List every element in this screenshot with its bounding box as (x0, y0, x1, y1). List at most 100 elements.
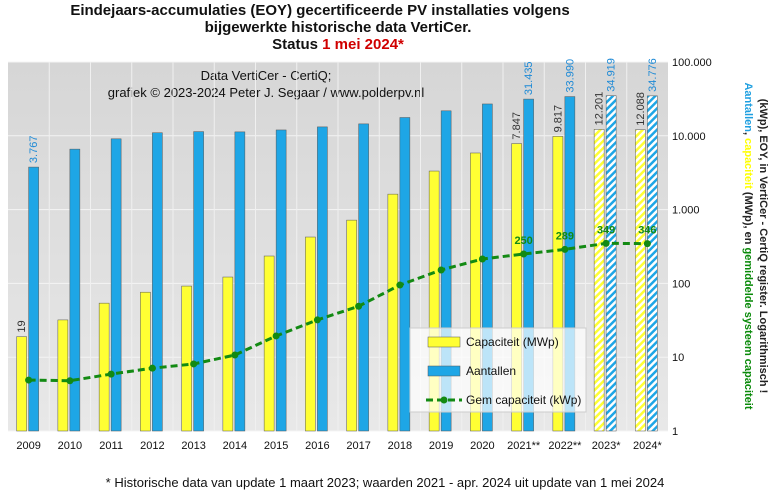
x-tick-label: 2023* (592, 440, 621, 452)
x-tick-label: 2021** (507, 440, 541, 452)
data-label: 33.990 (564, 59, 576, 93)
line-point (190, 360, 198, 368)
data-label: 12.088 (635, 92, 647, 126)
x-tick-label: 2012 (140, 440, 164, 452)
data-label: 7.847 (511, 112, 523, 140)
line-point (478, 255, 486, 263)
chart-title: bijgewerkte historische data VertiCer. (205, 19, 472, 36)
bar (428, 170, 440, 432)
chart-title: Eindejaars-accumulaties (EOY) gecertific… (70, 2, 569, 19)
legend-label: Gem capaciteit (kWp) (466, 393, 581, 407)
bar (263, 255, 275, 432)
legend-swatch (427, 336, 461, 348)
data-label: 19 (16, 320, 28, 332)
data-label: 9.817 (552, 105, 564, 133)
bar (470, 152, 481, 432)
x-tick-label: 2018 (388, 440, 412, 452)
bar (647, 95, 658, 432)
bar (317, 126, 328, 432)
data-label: 289 (556, 230, 574, 242)
line-point (148, 364, 156, 372)
bar (16, 336, 27, 432)
bar (140, 291, 151, 432)
y-tick-label: 10 (672, 352, 684, 364)
data-label: 34.776 (647, 58, 659, 92)
status-prefix: Status (272, 36, 318, 53)
line (28, 241, 648, 383)
annotation: grafiek © 2023-2024 Peter J. Segaar / ww… (108, 85, 425, 100)
bar (387, 193, 399, 432)
bar (399, 117, 411, 432)
annotation: Data VertiCer - CertiQ; (201, 68, 332, 83)
y-axis-label-part: gemiddelde systeem capaciteit (742, 248, 754, 410)
line-point (643, 240, 651, 248)
y-tick-label: 1.000 (672, 205, 700, 217)
bar (222, 276, 234, 432)
y-tick-label: 100 (672, 278, 690, 290)
line-point (602, 239, 610, 247)
bar (69, 148, 81, 432)
bar (635, 129, 646, 432)
bar (305, 236, 316, 432)
bar (234, 131, 246, 432)
bar (564, 96, 576, 432)
y-axis-label-part: Aantallen (742, 82, 754, 132)
line-point (520, 250, 528, 258)
bar (593, 129, 605, 432)
line-point (437, 266, 445, 274)
data-label: 349 (597, 224, 615, 236)
x-tick-label: 2014 (223, 440, 247, 452)
legend-label: Aantallen (466, 364, 516, 378)
x-tick-label: 2009 (16, 440, 40, 452)
line-point (561, 245, 569, 253)
data-label: 34.919 (606, 58, 618, 92)
line-point (66, 377, 74, 385)
data-label: 250 (514, 235, 532, 247)
x-tick-label: 2017 (346, 440, 370, 452)
bar (358, 123, 369, 432)
bar (523, 98, 534, 432)
bar (482, 103, 493, 432)
status: Status 1 mei 2024* (272, 36, 404, 53)
x-tick-label: 2015 (264, 440, 288, 452)
legend-swatch (427, 365, 461, 377)
line-point (107, 370, 115, 378)
bar (346, 219, 357, 432)
y-axis-label: Aantallen, capaciteit (MWp), en gemiddel… (742, 82, 754, 409)
bar (57, 319, 69, 432)
y-axis-label-part: (kWp), EOY, in VertiCer - CertiQ registe… (757, 99, 769, 394)
legend-swatch (440, 396, 448, 404)
data-label: 346 (638, 225, 656, 237)
bar (98, 302, 110, 432)
line-point (25, 376, 33, 384)
data-label: 3.767 (28, 136, 40, 164)
x-tick-label: 2024* (633, 440, 662, 452)
y-tick-label: 1 (672, 426, 678, 438)
bar (605, 95, 617, 432)
data-label: 12.201 (594, 92, 606, 126)
bar (275, 129, 287, 432)
x-tick-label: 2013 (181, 440, 205, 452)
y-axis-label-part: , (742, 132, 754, 138)
footnote: * Historische data van update 1 maart 20… (106, 475, 665, 490)
line-point (355, 302, 363, 310)
line-point (396, 281, 404, 289)
bar (193, 131, 204, 432)
x-tick-label: 2019 (429, 440, 453, 452)
bar (28, 166, 39, 432)
legend-label: Capaciteit (MWp) (466, 335, 559, 349)
y-axis-label-part: capaciteit (742, 138, 754, 189)
x-tick-label: 2010 (58, 440, 82, 452)
x-tick-label: 2022** (548, 440, 582, 452)
bar (511, 143, 522, 432)
x-tick-label: 2011 (99, 440, 123, 452)
y-tick-label: 10.000 (672, 131, 706, 143)
data-label: 31.435 (523, 61, 535, 95)
line-point (313, 316, 321, 324)
bar (552, 136, 564, 432)
bar (181, 285, 192, 432)
bar (152, 132, 163, 432)
bar (110, 138, 122, 432)
x-tick-label: 2016 (305, 440, 329, 452)
